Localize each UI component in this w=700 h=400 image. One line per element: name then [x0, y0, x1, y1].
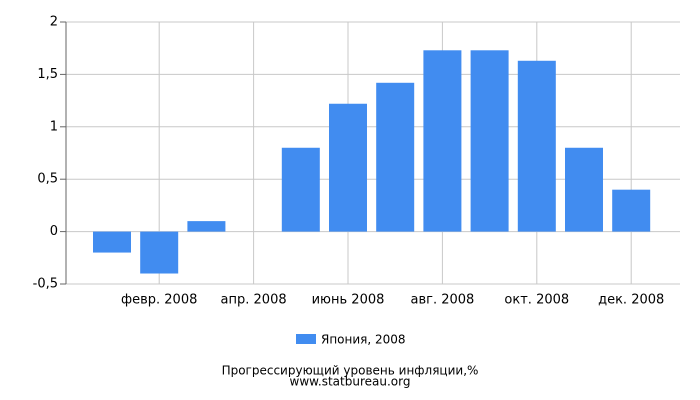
- bar: [281, 147, 320, 232]
- bar: [565, 147, 603, 232]
- x-tick-label: окт. 2008: [504, 293, 569, 308]
- bar: [329, 103, 367, 232]
- legend-label: Япония, 2008: [321, 333, 406, 347]
- y-tick-label: 0,5: [37, 172, 58, 187]
- x-tick-label: дек. 2008: [598, 293, 664, 308]
- chart-subtitle: www.statbureau.org: [290, 375, 411, 389]
- legend-swatch: [296, 334, 316, 344]
- bar: [517, 60, 556, 232]
- bar: [187, 221, 226, 232]
- bar: [612, 189, 651, 232]
- y-tick-label: -0,5: [33, 277, 58, 292]
- chart-title: Прогрессирующий уровень инфляции,%: [222, 364, 479, 378]
- x-tick-label: авг. 2008: [410, 293, 474, 308]
- x-tick-label: февр. 2008: [121, 293, 197, 308]
- x-tick-label: апр. 2008: [221, 293, 287, 308]
- x-tick-label: июнь 2008: [312, 293, 385, 308]
- bar: [376, 82, 415, 232]
- y-tick-label: 1,5: [37, 67, 58, 82]
- bar: [470, 50, 509, 232]
- bar: [93, 231, 131, 253]
- y-tick-label: 0: [50, 224, 58, 239]
- bar: [140, 231, 179, 274]
- y-tick-label: 1: [50, 119, 58, 134]
- y-tick-label: 2: [50, 15, 58, 30]
- bar: [423, 50, 462, 232]
